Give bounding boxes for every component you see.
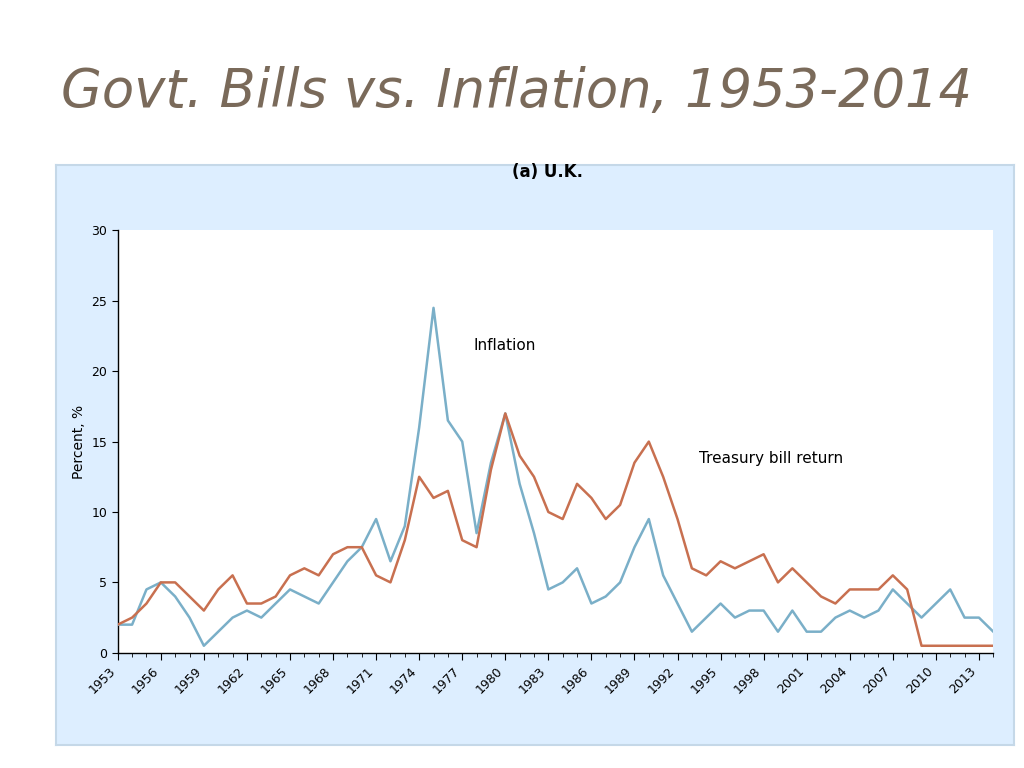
Text: Inflation: Inflation — [474, 338, 537, 353]
Text: Govt. Bills vs. Inflation, 1953-2014: Govt. Bills vs. Inflation, 1953-2014 — [61, 66, 973, 118]
Y-axis label: Percent, %: Percent, % — [72, 405, 86, 478]
Text: 32: 32 — [14, 137, 35, 153]
Text: (a) U.K.: (a) U.K. — [512, 163, 584, 181]
Text: Treasury bill return: Treasury bill return — [699, 451, 843, 465]
